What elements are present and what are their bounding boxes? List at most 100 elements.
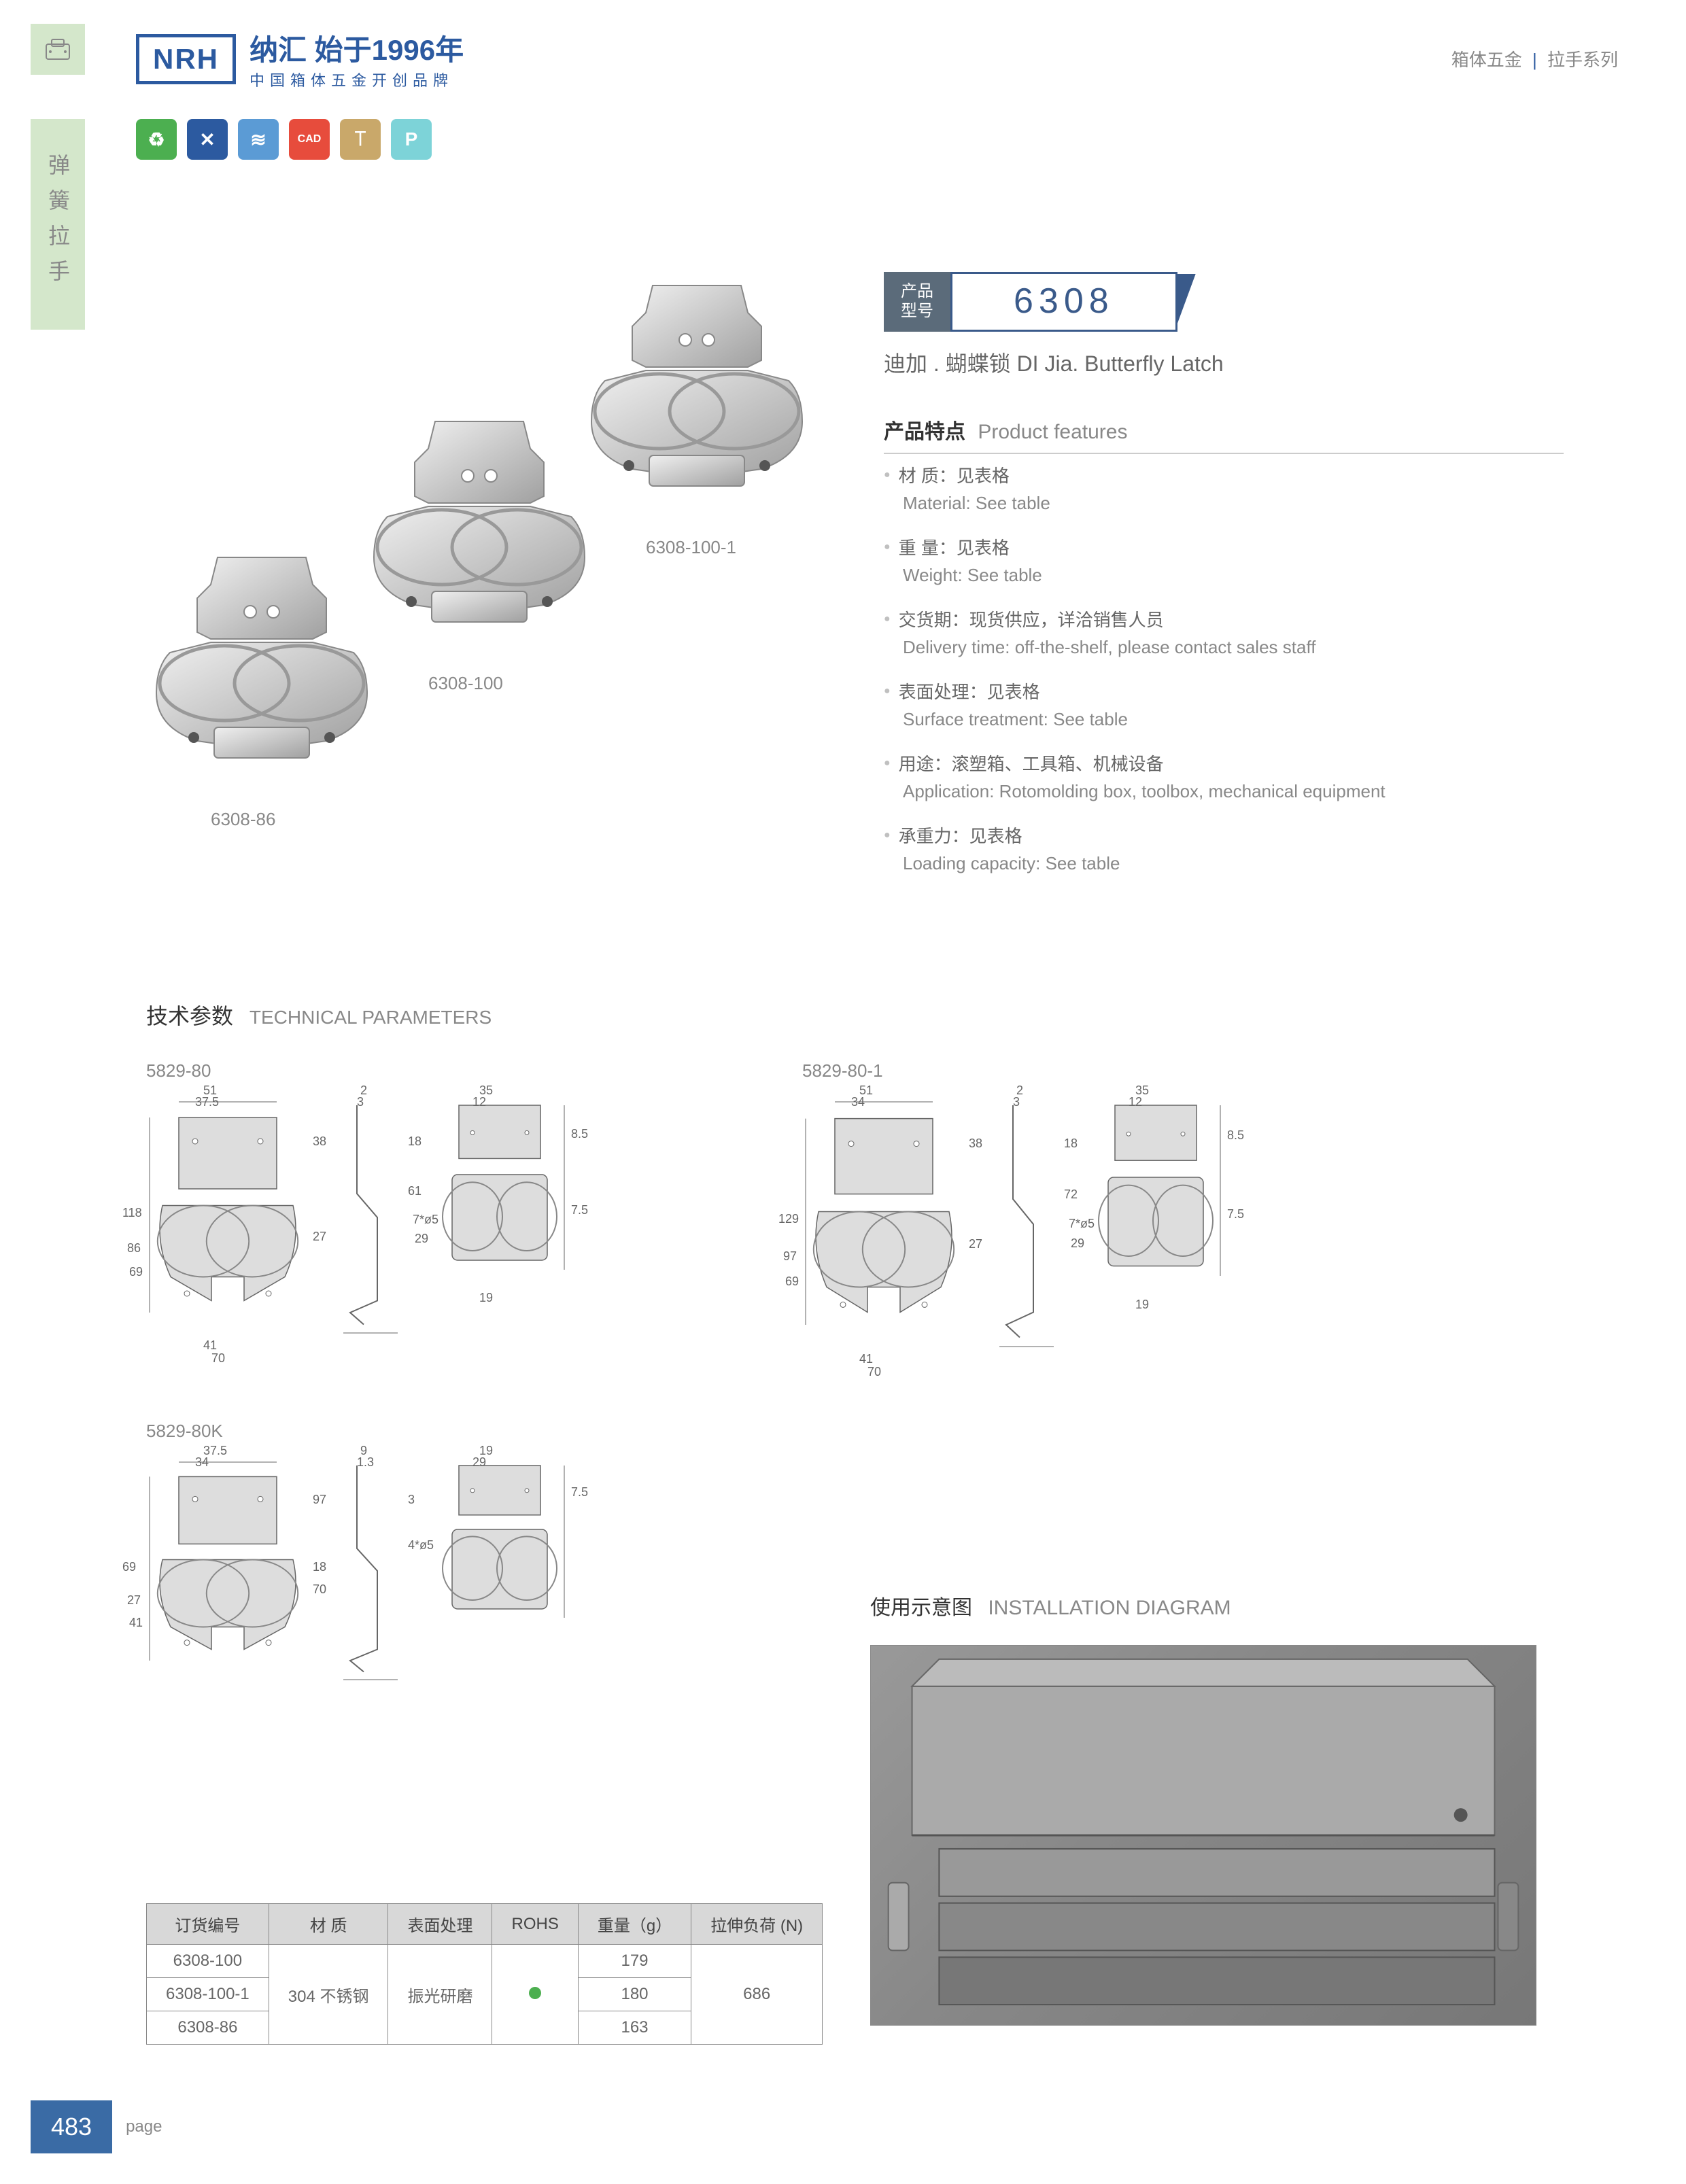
technical-drawing: 19297.54*ø5 — [432, 1459, 568, 1639]
specifications-table: 订货编号材 质表面处理ROHS重量（g）拉伸负荷 (N) 6308-100304… — [146, 1903, 823, 2045]
page-number: 483 — [31, 2100, 112, 2153]
technical-drawing: 5134381299769274170 — [802, 1098, 965, 1353]
table-header-cell: 表面处理 — [388, 1904, 492, 1945]
product-subtitle: 迪加 . 蝴蝶锁 DI Jia. Butterfly Latch — [884, 347, 1224, 378]
table-header-cell: 订货编号 — [147, 1904, 269, 1945]
dimension-label: 61 — [408, 1184, 422, 1198]
drawing-row: 37.5349769274170 91.3318 19297.54*ø5 — [146, 1459, 568, 1686]
install-title-en: INSTALLATION DIAGRAM — [988, 1597, 1231, 1619]
catalog-page: 弹簧拉手 NRH 纳汇 始于1996年 中国箱体五金开创品牌 箱体五金 | 拉手… — [0, 0, 1686, 2184]
feature-cn: 材 质：见表格 — [884, 462, 1564, 487]
dimension-label: 86 — [127, 1241, 141, 1255]
feature-cn: 承重力：见表格 — [884, 822, 1564, 848]
dimension-label: 41 — [859, 1352, 873, 1366]
header-breadcrumb: 箱体五金 | 拉手系列 — [1451, 46, 1618, 71]
dimension-label: 4*ø5 — [408, 1538, 434, 1553]
features-list: 材 质：见表格 Material: See table 重 量：见表格Weight:… — [884, 462, 1564, 895]
dimension-label: 34 — [851, 1095, 865, 1109]
dimension-label: 8.5 — [571, 1127, 588, 1141]
table-header-cell: ROHS — [492, 1904, 578, 1945]
table-cell: 振光研磨 — [388, 1945, 492, 2045]
drawing-row: 5137.5381188669274170 2318 35128.5617*ø5… — [146, 1098, 568, 1340]
dimension-label: 7*ø5 — [413, 1213, 438, 1227]
table-cell: 6308-100-1 — [147, 1978, 269, 2011]
table-cell: 179 — [578, 1945, 691, 1978]
tech-title-cn: 技术参数 — [146, 1004, 233, 1028]
dimension-label: 70 — [211, 1351, 225, 1366]
features-heading: 产品特点 Product features — [884, 415, 1564, 454]
dimension-label: 1.3 — [357, 1455, 374, 1470]
feature-en: Material: See table — [903, 493, 1564, 514]
brand-text: 纳汇 始于1996年 中国箱体五金开创品牌 — [250, 27, 464, 90]
dimension-label: 29 — [415, 1232, 428, 1246]
drawing-variant-label: 5829-80K — [146, 1421, 568, 1442]
dimension-label: 7*ø5 — [1069, 1217, 1095, 1231]
product-label-2: 6308-100 — [428, 673, 503, 694]
install-title-cn: 使用示意图 — [870, 1597, 972, 1619]
feature-en: Application: Rotomolding box, toolbox, m… — [903, 781, 1564, 802]
feature-en: Delivery time: off-the-shelf, please con… — [903, 637, 1564, 658]
dimension-label: 29 — [1071, 1236, 1084, 1251]
series-label: 拉手系列 — [1547, 50, 1618, 70]
eco-icon: ♻ — [136, 119, 177, 160]
installation-diagram-image — [870, 1645, 1536, 2026]
table-cell: 686 — [691, 1945, 823, 2045]
dimension-label: 29 — [472, 1455, 486, 1470]
model-label: 产品 型号 — [884, 272, 950, 332]
cad-icon: CAD — [289, 119, 330, 160]
dimension-label: 27 — [969, 1237, 982, 1251]
table-row: 6308-100304 不锈钢振光研磨179686 — [147, 1945, 823, 1978]
drawing-row: 5134381299769274170 2318 35128.5727*ø529… — [802, 1098, 1224, 1353]
side-category-tab: 弹簧拉手 — [31, 119, 85, 330]
brand-title: 纳汇 始于1996年 — [250, 27, 464, 69]
product-label-3: 6308-100-1 — [646, 537, 736, 558]
technical-drawing: 35128.5727*ø5297.519 — [1088, 1098, 1224, 1299]
features-title-cn: 产品特点 — [884, 421, 965, 443]
installation-heading: 使用示意图 INSTALLATION DIAGRAM — [870, 1591, 1231, 1620]
table-cell: 6308-86 — [147, 2011, 269, 2045]
dimension-label: 3 — [1013, 1095, 1020, 1109]
dimension-label: 18 — [408, 1134, 422, 1149]
feature-item: 用途：滚塑箱、工具箱、机械设备Application: Rotomolding … — [884, 750, 1564, 802]
rohs-indicator-icon — [529, 1987, 541, 1999]
dimension-label: 3 — [357, 1095, 364, 1109]
dimension-label: 118 — [122, 1206, 142, 1220]
technical-drawing: 91.3318 — [337, 1459, 405, 1686]
feature-cn: 交货期：现货供应，详洽销售人员 — [884, 606, 1564, 631]
model-label-l1: 产品 — [901, 282, 933, 302]
feature-item: 材 质：见表格 Material: See table — [884, 462, 1564, 514]
tech-title-en: TECHNICAL PARAMETERS — [250, 1007, 492, 1028]
category-label: 箱体五金 — [1451, 50, 1522, 70]
table-cell: 6308-100 — [147, 1945, 269, 1978]
features-title-en: Product features — [978, 421, 1127, 443]
technical-drawing: 37.5349769274170 — [146, 1459, 309, 1686]
dimension-label: 69 — [122, 1560, 136, 1574]
drawing-group: 5829-80K 37.5349769274170 91.3318 19297.… — [146, 1421, 568, 1686]
dimension-label: 18 — [1064, 1137, 1078, 1151]
technical-drawing: 2318 — [993, 1098, 1061, 1353]
product-label-1: 6308-86 — [211, 809, 275, 830]
table-header-cell: 拉伸负荷 (N) — [691, 1904, 823, 1945]
dimension-label: 129 — [778, 1212, 799, 1226]
dimension-label: 41 — [129, 1616, 143, 1630]
spring-icon: ≋ — [238, 119, 279, 160]
feature-item: 重 量：见表格Weight: See table — [884, 534, 1564, 586]
table-cell: 304 不锈钢 — [269, 1945, 388, 2045]
dimension-label: 41 — [203, 1338, 217, 1353]
brand-logo: NRH — [136, 34, 236, 84]
dimension-label: 27 — [313, 1230, 326, 1244]
dimension-label: 38 — [969, 1137, 982, 1151]
dimension-label: 19 — [479, 1291, 493, 1305]
page-number-area: 483 page — [31, 2100, 162, 2153]
dimension-label: 12 — [472, 1095, 486, 1109]
side-handle-icon — [31, 24, 85, 75]
model-label-l2: 型号 — [901, 302, 933, 322]
feature-en: Loading capacity: See table — [903, 853, 1564, 874]
dimension-label: 19 — [1135, 1298, 1149, 1312]
dimension-label: 7.5 — [1227, 1207, 1244, 1221]
technical-drawing: 35128.5617*ø5297.519 — [432, 1098, 568, 1292]
feature-item: 表面处理：见表格Surface treatment: See table — [884, 678, 1564, 730]
table-cell: 180 — [578, 1978, 691, 2011]
breadcrumb-separator: | — [1532, 50, 1537, 70]
feature-en: Surface treatment: See table — [903, 709, 1564, 730]
